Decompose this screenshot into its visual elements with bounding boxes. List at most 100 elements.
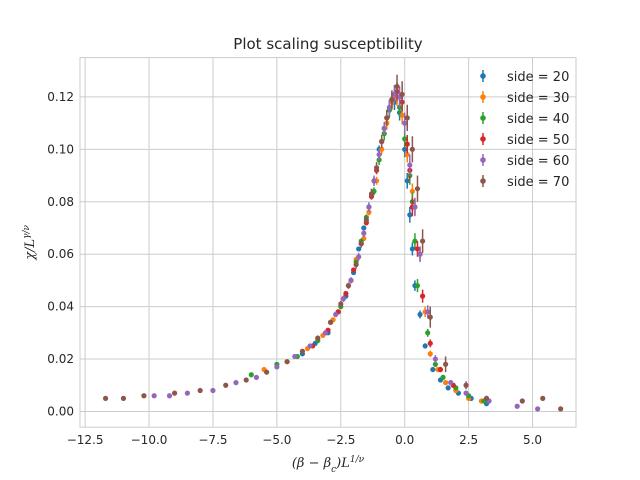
data-point [141,393,147,399]
y-tick-label: 0.02 [47,352,74,366]
data-point [430,366,436,373]
legend-label: side = 70 [507,175,569,190]
data-point [248,372,254,378]
x-tick-label: −10.0 [131,433,168,447]
data-point [443,361,449,367]
x-tick-label: −5.0 [262,433,291,447]
legend-marker [480,157,486,163]
data-point [414,186,421,192]
data-point [322,330,329,336]
data-point [417,251,423,257]
data-point [558,406,564,412]
y-tick-label: 0.12 [47,90,74,104]
data-point [414,246,421,252]
x-tick-label: −12.5 [67,433,104,447]
data-point [376,151,382,158]
data-point [427,351,433,357]
data-point [333,311,339,318]
legend-item: side = 20 [480,70,569,85]
legend-label: side = 50 [507,133,569,148]
data-point [381,125,387,131]
legend-marker [480,73,486,79]
data-point [379,138,385,145]
data-point [223,382,229,388]
data-point [445,385,451,391]
data-point [404,115,410,121]
data-point [463,382,469,388]
data-point [402,120,408,126]
legend-label: side = 30 [507,91,569,106]
legend-item: side = 40 [480,112,569,127]
data-point [425,330,431,336]
data-point [361,230,367,236]
data-point [327,319,334,325]
data-point [409,188,415,194]
data-point [409,146,415,152]
data-point [399,112,405,118]
data-point [427,340,433,346]
data-point [210,387,216,394]
data-point [417,311,423,318]
data-point [440,374,446,380]
legend: side = 20 side = 30 side = 40 side = 50 side… [480,70,569,190]
y-tick-label: 0.10 [47,142,74,156]
legend-label: side = 40 [507,112,569,127]
data-point [519,398,525,404]
chart-title: Plot scaling susceptibility [233,35,423,53]
data-point [120,395,127,401]
x-tick-label: 0.0 [395,433,414,447]
legend-marker [480,136,486,142]
y-tick-label: 0.04 [47,300,74,314]
data-point [391,91,398,97]
data-point [307,343,313,349]
data-point [402,146,408,152]
data-point [384,115,390,121]
data-point [427,314,433,320]
x-tick-label: −2.5 [326,433,355,447]
data-point [343,290,349,297]
data-point [389,96,395,103]
data-point [366,209,372,215]
legend-marker [480,178,486,184]
data-point [414,283,421,289]
data-point [340,296,346,302]
data-point [437,366,444,373]
data-point [409,246,415,252]
data-point [338,301,344,307]
data-point [419,293,426,299]
legend-item: side = 70 [480,175,569,190]
data-point [425,309,431,315]
data-point [371,178,377,184]
data-point [274,364,280,370]
x-tick-label: 2.5 [459,433,478,447]
plot-area-frame [79,57,577,428]
data-point [404,151,410,158]
data-point [363,217,369,223]
x-tick-label: 5.0 [523,433,542,447]
data-point [373,165,380,171]
data-point [243,377,249,383]
data-point [404,141,410,147]
series-5 [151,85,541,412]
series-6 [102,74,564,412]
data-point [264,369,270,375]
data-point [412,204,418,210]
data-point [348,277,354,284]
data-point [353,262,359,268]
legend-item: side = 50 [480,133,569,148]
y-axis-label: χ/Lγ/ν [22,224,38,260]
y-tick-label: 0.06 [47,247,74,261]
y-tick-label: 0.00 [47,404,74,418]
data-point [292,353,298,360]
data-point [432,361,438,367]
y-tick-label: 0.08 [47,195,74,209]
data-point [448,380,454,386]
data-point [535,406,541,412]
data-point [366,204,372,210]
data-point [184,390,190,396]
data-point [102,395,109,401]
data-point [356,246,362,252]
legend-item: side = 60 [480,154,569,169]
x-axis-label: (β − βc)L1/ν [292,455,365,475]
